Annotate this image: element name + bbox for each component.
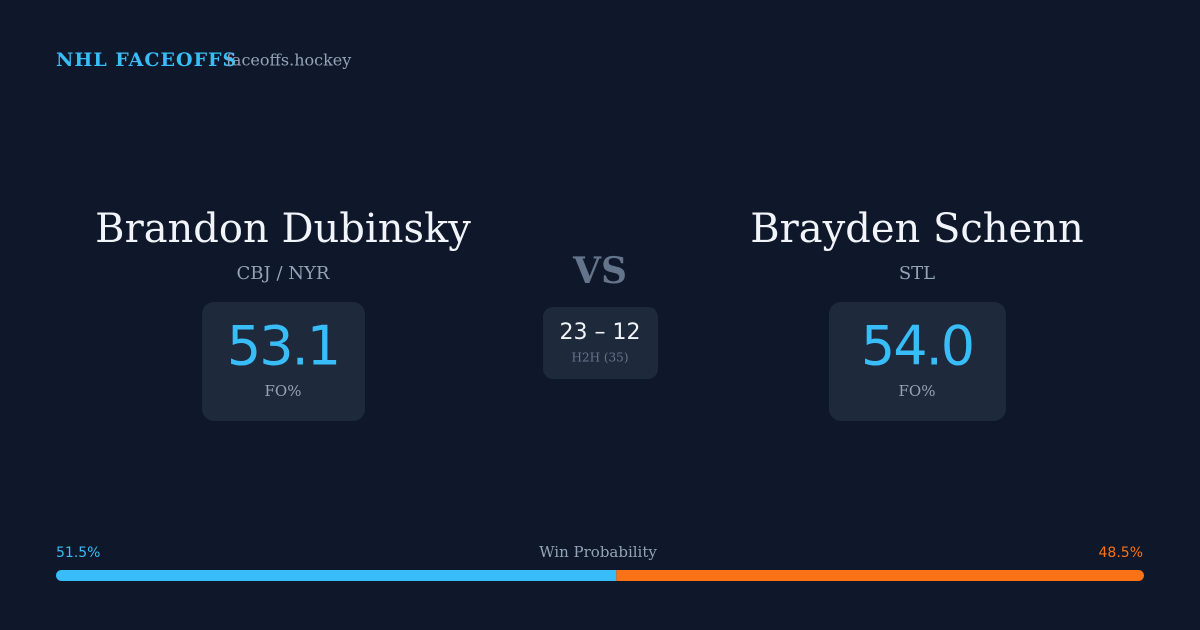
win-prob-left: 51.5% (56, 545, 100, 561)
brand: NHL FACEOFFS (56, 49, 237, 71)
fo-label: FO% (899, 382, 936, 400)
win-prob-bar (56, 570, 1144, 581)
vs: VS (572, 250, 627, 292)
win-prob-title: Win Probability (539, 543, 657, 561)
player-name: Brayden Schenn (750, 206, 1083, 252)
player-team: CBJ / NYR (237, 263, 330, 284)
stat-box (829, 302, 1006, 421)
fo-value: 54.0 (861, 315, 973, 378)
win-prob-segment (56, 570, 617, 581)
win-prob-right: 48.5% (1099, 545, 1143, 561)
player-team: STL (899, 263, 935, 284)
fo-value: 53.1 (227, 315, 339, 378)
site: faceoffs.hockey (226, 51, 351, 70)
player-name: Brandon Dubinsky (95, 206, 471, 252)
h2h-box (543, 307, 658, 379)
stat-box (202, 302, 365, 421)
h2h-score: 23 – 12 (560, 320, 641, 345)
win-prob-segment (616, 570, 1144, 581)
h2h-label: H2H (35) (571, 351, 628, 365)
fo-label: FO% (265, 382, 302, 400)
